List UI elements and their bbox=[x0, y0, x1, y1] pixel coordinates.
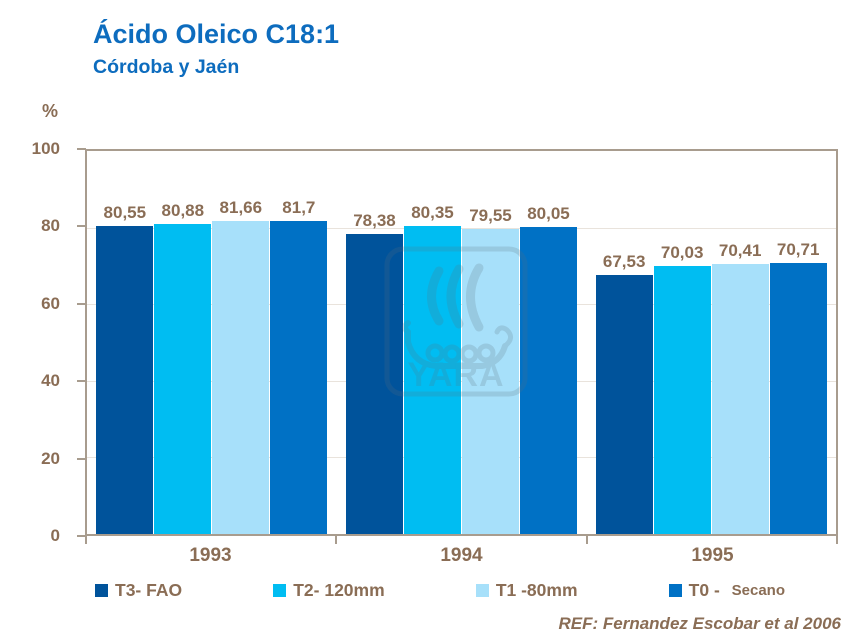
bar-t1--80mm: 70,41 bbox=[711, 241, 769, 534]
plot-area: 80,55 80,88 81,66 81,7 78,38 80,35 79,55 80,05… bbox=[85, 149, 838, 536]
y-tick-label: 80 bbox=[41, 216, 60, 236]
x-category-label: 1994 bbox=[440, 545, 483, 566]
bar-value-label: 79,55 bbox=[469, 206, 512, 226]
bar-t2--120mm: 70,03 bbox=[653, 243, 711, 534]
bar-value-label: 80,05 bbox=[527, 204, 570, 224]
legend-swatch bbox=[95, 584, 108, 597]
bar-t1--80mm: 79,55 bbox=[461, 206, 519, 534]
bar-t2--120mm: 80,35 bbox=[403, 203, 461, 534]
bar-group: 67,53 70,03 70,41 70,71 bbox=[586, 151, 836, 534]
bar-value-label: 80,88 bbox=[161, 201, 205, 221]
legend-swatch bbox=[668, 584, 682, 597]
bar-t3--fao: 78,38 bbox=[345, 211, 403, 534]
y-axis-unit-label: % bbox=[42, 101, 59, 121]
bar-value-label: 81,66 bbox=[219, 198, 263, 218]
legend-item-t2-120mm: T2- 120mm bbox=[273, 580, 385, 601]
legend-item-label: T1 -80mm bbox=[495, 580, 578, 600]
reference-citation: REF: Fernandez Escobar et al 2006 bbox=[558, 614, 842, 633]
legend-swatch bbox=[475, 584, 489, 597]
bar-t0---secano: 81,7 bbox=[270, 198, 328, 534]
legend-item-label: T3- FAO bbox=[115, 580, 183, 600]
bar-value-label: 78,38 bbox=[353, 210, 396, 230]
y-axis-tick-labels: 100 80 60 40 20 0 bbox=[0, 139, 76, 545]
bar-value-label: 70,03 bbox=[660, 242, 704, 262]
bar-t0---secano: 80,05 bbox=[519, 204, 577, 534]
bar-group: 80,55 80,88 81,66 81,7 bbox=[87, 151, 337, 534]
legend-item-label: T2- 120mm bbox=[293, 580, 385, 600]
gridline-60 bbox=[87, 304, 836, 306]
gridline-20 bbox=[87, 457, 836, 459]
bar-value-label: 81,7 bbox=[282, 198, 316, 218]
gridline-40 bbox=[87, 380, 836, 382]
chart-legend: T3- FAO T2- 120mm T1 -80mm T0 - Secano bbox=[95, 580, 785, 601]
chart-subtitle: Córdoba y Jaén bbox=[93, 56, 240, 78]
y-tick-label: 20 bbox=[41, 448, 60, 468]
bar-t3--fao: 67,53 bbox=[595, 252, 653, 534]
bar-value-label: 70,41 bbox=[718, 241, 762, 261]
x-category-label: 1995 bbox=[691, 545, 734, 566]
x-category-label: 1993 bbox=[189, 545, 232, 566]
bar-value-label: 80,35 bbox=[411, 203, 454, 223]
bar-groups: 80,55 80,88 81,66 81,7 78,38 80,35 79,55 80,05… bbox=[87, 151, 836, 534]
y-tick-label: 100 bbox=[31, 139, 60, 158]
chart-title: Ácido Oleico C18:1 bbox=[93, 19, 340, 49]
bar-group: 78,38 80,35 79,55 80,05 bbox=[337, 151, 587, 534]
bar-value-label: 80,55 bbox=[103, 202, 147, 222]
legend-item-label: T0 - bbox=[688, 580, 725, 600]
legend-item-t0-secano: T0 - Secano bbox=[668, 580, 785, 601]
legend-item-t3-fao: T3- FAO bbox=[95, 580, 182, 601]
bar-value-label: 70,71 bbox=[776, 240, 820, 260]
y-tick-label: 40 bbox=[41, 371, 60, 391]
gridline-80 bbox=[87, 227, 836, 229]
y-axis-tick-marks bbox=[77, 148, 86, 537]
y-tick-label: 60 bbox=[41, 293, 60, 313]
bar-t0---secano: 70,71 bbox=[769, 240, 827, 534]
legend-item-t1-80mm: T1 -80mm bbox=[475, 580, 578, 601]
legend-item-label-small: Secano bbox=[731, 582, 785, 599]
bar-t1--80mm: 81,66 bbox=[212, 198, 270, 534]
legend-swatch bbox=[273, 584, 287, 597]
bar-t3--fao: 80,55 bbox=[96, 203, 154, 534]
x-axis-tick-marks bbox=[85, 536, 838, 545]
bar-value-label: 67,53 bbox=[602, 252, 646, 272]
y-tick-label: 0 bbox=[50, 526, 60, 545]
x-axis-category-labels: 1993 1994 1995 bbox=[85, 545, 838, 567]
bar-t2--120mm: 80,88 bbox=[154, 201, 212, 534]
